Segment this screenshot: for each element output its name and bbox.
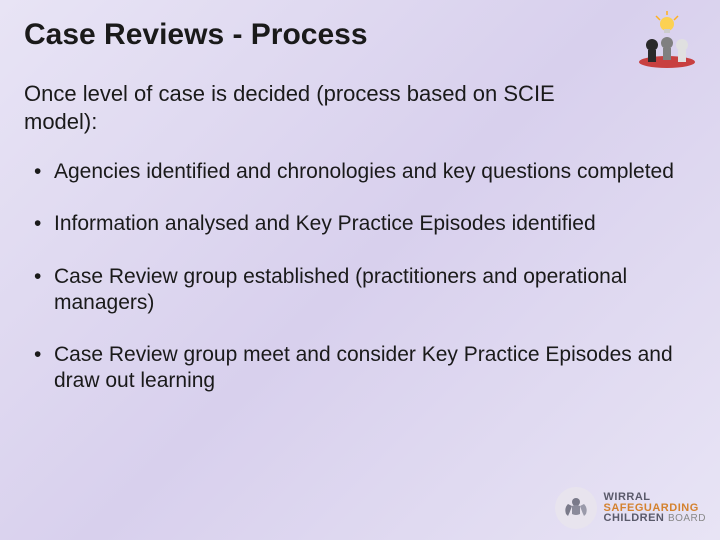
bullet-item: Agencies identified and chronologies and… (32, 159, 696, 185)
bullet-item: Case Review group meet and consider Key … (32, 342, 696, 395)
footer-logo: WIRRAL SAFEGUARDING CHILDREN BOARD (554, 486, 706, 530)
header-row: Case Reviews - Process (24, 18, 696, 80)
bullet-item: Information analysed and Key Practice Ep… (32, 211, 696, 237)
slide-container: Case Reviews - Process Once level of cas… (0, 0, 720, 540)
logo-line-3: CHILDREN BOARD (604, 513, 706, 524)
bullet-item: Case Review group established (practitio… (32, 264, 696, 317)
logo-board: BOARD (668, 513, 706, 524)
slide-title: Case Reviews - Process (24, 18, 368, 52)
teamwork-icon (632, 10, 702, 70)
bullet-list: Agencies identified and chronologies and… (24, 159, 696, 395)
logo-children: CHILDREN (604, 512, 665, 524)
intro-text: Once level of case is decided (process b… (24, 80, 604, 135)
hands-icon (554, 486, 598, 530)
logo-text-block: WIRRAL SAFEGUARDING CHILDREN BOARD (604, 492, 706, 523)
